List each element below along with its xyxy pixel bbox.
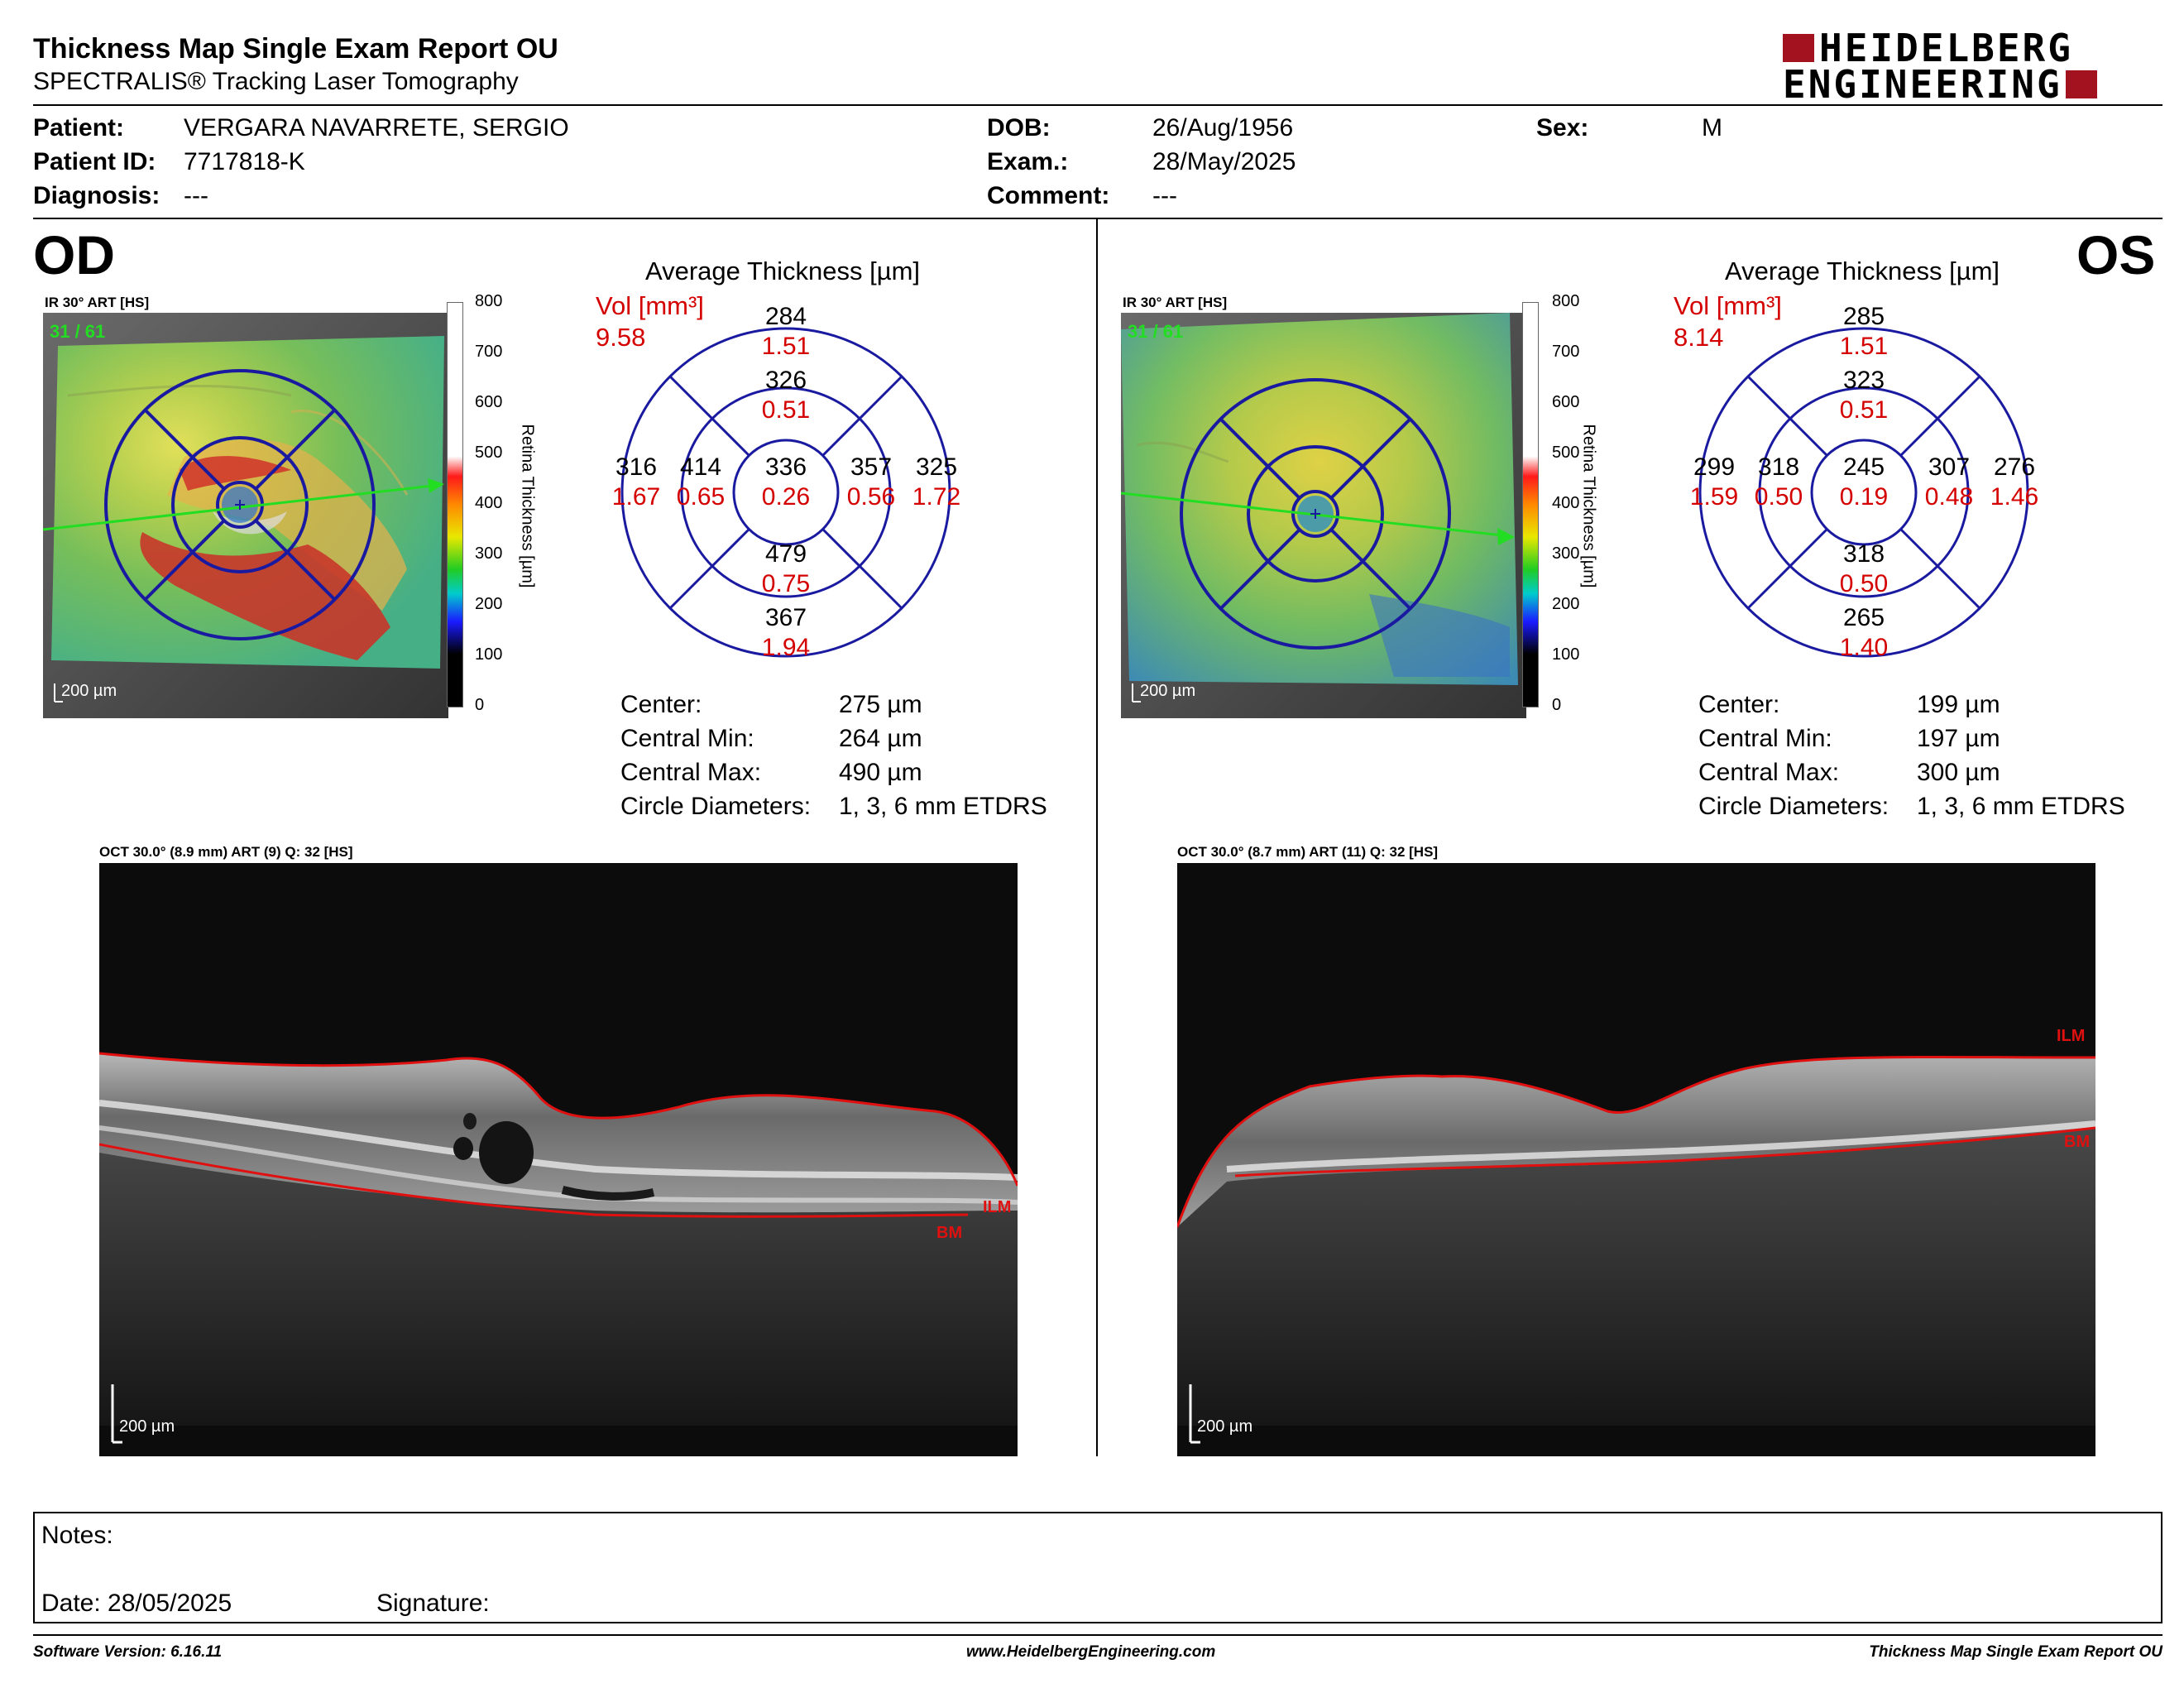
sector-thickness: 336 xyxy=(764,453,807,481)
eye-divider xyxy=(1096,219,1098,1456)
frame-counter-od: 31 / 61 xyxy=(50,321,106,342)
center-thickness-od: 275 µm xyxy=(839,691,922,718)
signature-label: Signature: xyxy=(376,1590,490,1617)
sector-volume: 1.51 xyxy=(1839,333,1889,360)
sector-volume: 0.50 xyxy=(1839,570,1889,597)
sector-volume: 1.59 xyxy=(1689,483,1739,511)
scale-label-od: Retina Thickness [µm] xyxy=(518,424,537,588)
sector-thickness: 245 xyxy=(1842,453,1885,481)
circle-diameters-os: 1, 3, 6 mm ETDRS xyxy=(1917,793,2125,820)
ilm-label-os: ILM xyxy=(2057,1027,2086,1045)
sector-volume: 0.51 xyxy=(761,396,811,424)
sector-volume: 0.19 xyxy=(1839,483,1889,511)
sector-thickness: 414 xyxy=(679,453,722,481)
sector-volume: 0.51 xyxy=(1839,396,1889,424)
thickness-scale-bar-od xyxy=(447,302,463,707)
oct-bscan-os: 200 µm ILM BM xyxy=(1177,863,2095,1456)
notes-date: Date: 28/05/2025 xyxy=(41,1590,232,1617)
oct-scale-od: 200 µm xyxy=(119,1417,175,1436)
footer-report-name: Thickness Map Single Exam Report OU xyxy=(1869,1643,2162,1661)
central-max-os: 300 µm xyxy=(1917,759,2000,786)
sector-thickness: 276 xyxy=(1993,453,2036,481)
sector-volume: 0.56 xyxy=(846,483,896,511)
etdrs-grid-os xyxy=(1698,327,2029,658)
sector-thickness: 479 xyxy=(764,540,807,568)
software-version: Software Version: 6.16.11 xyxy=(33,1643,223,1661)
sector-volume: 1.94 xyxy=(761,634,811,661)
sector-volume: 1.67 xyxy=(611,483,661,511)
diagnosis: --- xyxy=(184,182,208,209)
notes-box[interactable]: Notes: Date: 28/05/2025 Signature: xyxy=(33,1512,2162,1623)
vol-total-od: 9.58 xyxy=(596,323,646,352)
frame-counter-os: 31 / 61 xyxy=(1128,321,1184,342)
patient-name: VERGARA NAVARRETE, SERGIO xyxy=(184,114,569,141)
avg-thickness-title-od: Average Thickness [µm] xyxy=(645,257,921,285)
sector-thickness: 299 xyxy=(1693,453,1736,481)
thickness-map-od xyxy=(43,313,448,718)
circle-diameters-od: 1, 3, 6 mm ETDRS xyxy=(839,793,1047,820)
vol-label-od: Vol [mm³] xyxy=(596,291,704,320)
patient-id: 7717818-K xyxy=(184,148,305,175)
sector-volume: 0.26 xyxy=(761,483,811,511)
scale-label-os: Retina Thickness [µm] xyxy=(1579,424,1598,588)
sector-thickness: 265 xyxy=(1842,604,1885,631)
oct-bscan-od: 200 µm ILM BM xyxy=(99,863,1018,1456)
sector-thickness: 325 xyxy=(915,453,958,481)
dob: 26/Aug/1956 xyxy=(1152,114,1294,141)
fundus-label-od: IR 30° ART [HS] xyxy=(45,295,150,310)
report-subtitle: SPECTRALIS® Tracking Laser Tomography xyxy=(33,68,519,95)
center-thickness-os: 199 µm xyxy=(1917,691,2000,718)
sex: M xyxy=(1702,114,1722,141)
thickness-map-os xyxy=(1121,313,1526,718)
eye-label-os: OS xyxy=(2076,224,2156,285)
sector-volume: 0.75 xyxy=(761,570,811,597)
sector-thickness: 307 xyxy=(1928,453,1971,481)
eye-label-od: OD xyxy=(33,224,115,285)
vol-label-os: Vol [mm³] xyxy=(1674,291,1782,320)
exam-date: 28/May/2025 xyxy=(1152,148,1296,175)
logo-square-icon xyxy=(2065,70,2097,98)
sector-thickness: 284 xyxy=(764,303,807,330)
central-min-os: 197 µm xyxy=(1917,725,2000,752)
thickness-scale-bar-os xyxy=(1522,302,1539,707)
central-min-od: 264 µm xyxy=(839,725,922,752)
sector-thickness: 318 xyxy=(1842,540,1885,568)
fundus-label-os: IR 30° ART [HS] xyxy=(1123,295,1228,310)
oct-label-od: OCT 30.0° (8.9 mm) ART (9) Q: 32 [HS] xyxy=(99,844,353,860)
sector-thickness: 367 xyxy=(764,604,807,631)
website-link[interactable]: www.HeidelbergEngineering.com xyxy=(966,1643,1216,1661)
sector-thickness: 323 xyxy=(1842,367,1885,394)
sector-thickness: 285 xyxy=(1842,303,1885,330)
sector-volume: 1.51 xyxy=(761,333,811,360)
sector-thickness: 326 xyxy=(764,367,807,394)
ilm-label-od: ILM xyxy=(983,1198,1012,1216)
notes-label: Notes: xyxy=(41,1522,113,1549)
sector-volume: 1.40 xyxy=(1839,634,1889,661)
header-divider xyxy=(33,104,2162,106)
sector-volume: 0.50 xyxy=(1754,483,1803,511)
sector-volume: 0.48 xyxy=(1924,483,1974,511)
logo-square-icon xyxy=(1783,34,1814,62)
fundus-scale-os: 200 µm xyxy=(1140,682,1196,700)
sector-volume: 0.65 xyxy=(676,483,726,511)
etdrs-grid-od xyxy=(620,327,951,658)
footer-divider xyxy=(33,1634,2162,1636)
central-max-od: 490 µm xyxy=(839,759,922,786)
patient-divider xyxy=(33,218,2162,219)
vol-total-os: 8.14 xyxy=(1674,323,1724,352)
sector-thickness: 318 xyxy=(1757,453,1800,481)
bm-label-od: BM xyxy=(936,1224,963,1242)
oct-label-os: OCT 30.0° (8.7 mm) ART (11) Q: 32 [HS] xyxy=(1177,844,1439,860)
bm-label-os: BM xyxy=(2064,1133,2091,1151)
comment: --- xyxy=(1152,182,1177,209)
avg-thickness-title-os: Average Thickness [µm] xyxy=(1725,257,2000,285)
fundus-scale-od: 200 µm xyxy=(61,682,117,700)
report-title: Thickness Map Single Exam Report OU xyxy=(33,33,558,65)
oct-scale-os: 200 µm xyxy=(1197,1417,1253,1436)
sector-thickness: 316 xyxy=(615,453,658,481)
sector-volume: 1.72 xyxy=(912,483,961,511)
sector-volume: 1.46 xyxy=(1990,483,2039,511)
sector-thickness: 357 xyxy=(850,453,893,481)
